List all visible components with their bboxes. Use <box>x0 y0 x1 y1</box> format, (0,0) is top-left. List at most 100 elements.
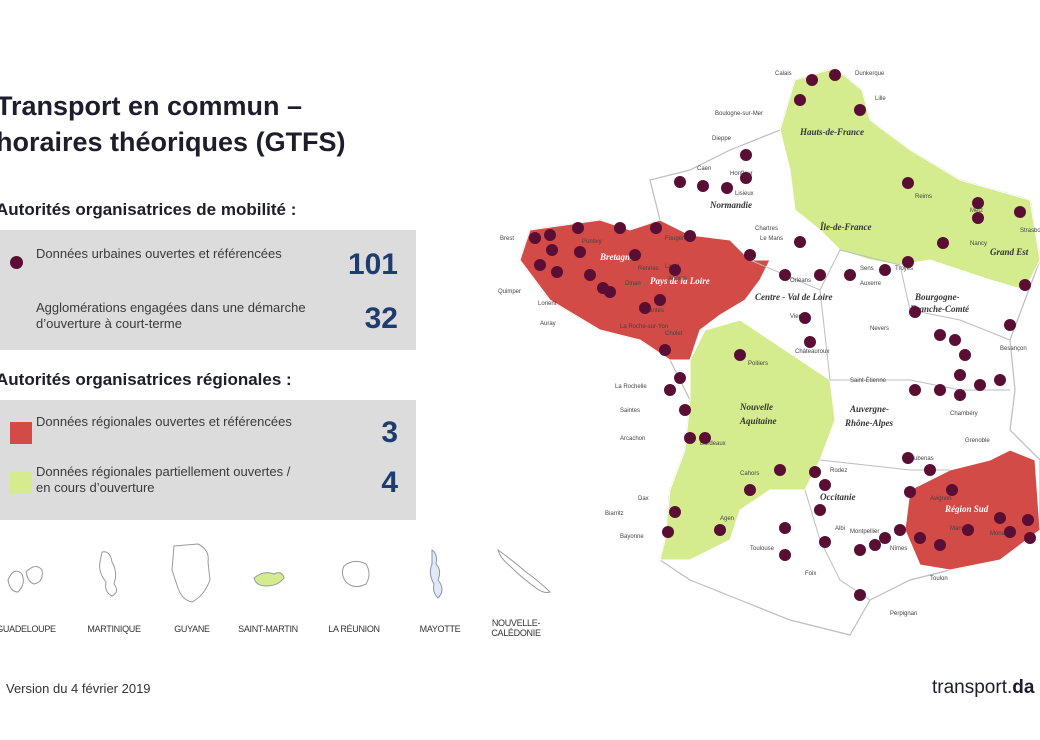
svg-text:Perpignan: Perpignan <box>890 611 917 617</box>
svg-text:Pontivy: Pontivy <box>582 239 602 245</box>
territory-label-saint-martin: SAINT-MARTIN <box>238 624 298 634</box>
title-line-1: Transport en commun – <box>0 91 303 121</box>
regional-legend-box: Données régionales ouvertes et référencé… <box>0 400 416 520</box>
region-label-franche-comte: Franche-Comté <box>909 304 970 314</box>
svg-text:Nantes: Nantes <box>645 308 664 314</box>
region-label-occitanie: Occitanie <box>820 492 856 502</box>
svg-text:Cholet: Cholet <box>665 331 683 337</box>
svg-text:Bayonne: Bayonne <box>620 534 644 540</box>
regional-row-partial: Données régionales partiellement ouverte… <box>0 464 416 504</box>
svg-text:Nancy: Nancy <box>970 241 987 247</box>
regional-row-open: Données régionales ouvertes et référencé… <box>0 414 416 454</box>
svg-text:Cahors: Cahors <box>740 471 759 477</box>
guadeloupe-outline <box>7 566 43 593</box>
svg-text:Bordeaux: Bordeaux <box>700 441 726 447</box>
svg-text:Caen: Caen <box>697 166 711 172</box>
territory-label-nouvelle-caledonie: NOUVELLE-CALÉDONIE <box>491 618 541 638</box>
svg-text:Calais: Calais <box>775 71 792 77</box>
svg-text:Chartres: Chartres <box>755 226 778 232</box>
aom-row-label: Données urbaines ouvertes et référencées <box>36 246 282 261</box>
svg-text:Troyes: Troyes <box>895 266 913 272</box>
svg-text:Toulon: Toulon <box>930 576 948 582</box>
region-label-bretagne: Bretagne <box>599 252 634 262</box>
svg-text:Besançon: Besançon <box>1000 346 1027 352</box>
svg-text:Auxerre: Auxerre <box>860 281 882 287</box>
territory-label-guyane: GUYANE <box>174 624 210 634</box>
svg-text:Lorient: Lorient <box>538 301 557 307</box>
saint-martin-outline <box>253 572 285 587</box>
regional-heading: Autorités organisatrices régionales : <box>0 370 292 389</box>
svg-text:Dinan: Dinan <box>625 281 641 287</box>
svg-text:Saintes: Saintes <box>620 408 640 414</box>
mayotte-outline <box>429 549 443 599</box>
svg-text:Boulogne-sur-Mer: Boulogne-sur-Mer <box>715 111 763 117</box>
reunion-outline <box>341 560 370 588</box>
svg-text:Le Mans: Le Mans <box>760 236 783 242</box>
aom-legend-box: Données urbaines ouvertes et référencées… <box>0 230 416 350</box>
regional-row-value: 3 <box>381 416 398 449</box>
svg-text:Arcachon: Arcachon <box>620 436 645 442</box>
brand-bold: da <box>1012 677 1035 698</box>
version-text: Version du 4 février 2019 <box>6 681 151 696</box>
svg-text:Honfleur: Honfleur <box>730 171 753 177</box>
territory-label-martinique: MARTINIQUE <box>87 624 141 634</box>
regional-row-label: Données régionales partiellement ouverte… <box>36 464 291 495</box>
svg-text:Chambéry: Chambéry <box>950 411 978 417</box>
svg-text:Albi: Albi <box>835 526 845 532</box>
svg-text:Lille: Lille <box>875 96 886 102</box>
region-nouvelle-aquitaine <box>659 319 836 561</box>
svg-text:Grenoble: Grenoble <box>965 438 990 444</box>
aom-row-value: 101 <box>347 248 398 281</box>
svg-text:Strasbourg: Strasbourg <box>1020 228 1040 234</box>
region-label-nouvelle: Nouvelle <box>739 402 773 412</box>
svg-text:Montpellier: Montpellier <box>850 529 879 535</box>
aom-row-engaged: Agglomérations engagées dans une démarch… <box>0 300 416 340</box>
nouvelle-caledonie-outline <box>497 548 551 593</box>
region-label-hauts-de-france: Hauts-de-France <box>799 127 864 137</box>
svg-text:Metz: Metz <box>970 208 983 214</box>
title-line-2: horaires théoriques (GTFS) <box>0 127 346 157</box>
svg-text:Dax: Dax <box>638 496 649 502</box>
svg-text:Reims: Reims <box>915 194 932 200</box>
svg-text:Sens: Sens <box>860 266 874 272</box>
urban-dots <box>529 69 1036 601</box>
svg-text:Dunkerque: Dunkerque <box>855 71 885 77</box>
aom-row-label: Agglomérations engagées dans une démarch… <box>36 300 306 331</box>
svg-text:Quimper: Quimper <box>498 289 521 295</box>
region-label-region-sud: Région Sud <box>944 504 989 514</box>
urban-dot-icon <box>10 256 23 269</box>
region-label-auvergne: Auvergne- <box>849 404 889 414</box>
aom-row-value: 32 <box>364 302 398 335</box>
svg-text:Aubenas: Aubenas <box>910 456 934 462</box>
regional-row-label: Données régionales ouvertes et référencé… <box>36 414 292 429</box>
svg-text:Angers: Angers <box>668 276 687 282</box>
martinique-outline <box>99 551 118 597</box>
territory-label-guadeloupe: GUADELOUPE <box>0 624 56 634</box>
svg-text:Nîmes: Nîmes <box>890 546 907 552</box>
region-label-ile-de-france: Île-de-France <box>819 222 872 232</box>
svg-text:Nevers: Nevers <box>870 326 889 332</box>
aom-row-open: Données urbaines ouvertes et référencées… <box>0 246 416 286</box>
svg-text:Orléans: Orléans <box>790 278 811 284</box>
svg-text:Rodez: Rodez <box>830 468 847 474</box>
svg-text:Brest: Brest <box>500 236 514 242</box>
territory-label-reunion: LA RÉUNION <box>328 624 380 634</box>
partial-region-swatch <box>10 472 32 494</box>
brand-plain: transport. <box>932 677 1013 698</box>
france-map: Hauts-de-France Normandie Île-de-France … <box>498 67 1040 636</box>
svg-text:Dieppe: Dieppe <box>712 136 732 142</box>
page-title: Transport en commun – horaires théorique… <box>0 88 416 160</box>
svg-text:La Roche-sur-Yon: La Roche-sur-Yon <box>620 324 668 330</box>
svg-text:Saint-Étienne: Saint-Étienne <box>850 377 887 384</box>
regional-row-value: 4 <box>381 466 398 499</box>
svg-text:Fougères: Fougères <box>665 236 690 242</box>
svg-text:Foix: Foix <box>805 571 816 577</box>
region-label-aquitaine: Aquitaine <box>739 416 777 426</box>
open-region-swatch <box>10 422 32 444</box>
svg-text:Monaco: Monaco <box>990 531 1012 537</box>
region-label-centre: Centre - Val de Loire <box>755 292 833 302</box>
brand-logo: transport.da <box>932 677 1034 699</box>
svg-text:La Rochelle: La Rochelle <box>615 384 647 390</box>
svg-text:Lisieux: Lisieux <box>735 191 754 197</box>
svg-text:Agen: Agen <box>720 516 734 522</box>
